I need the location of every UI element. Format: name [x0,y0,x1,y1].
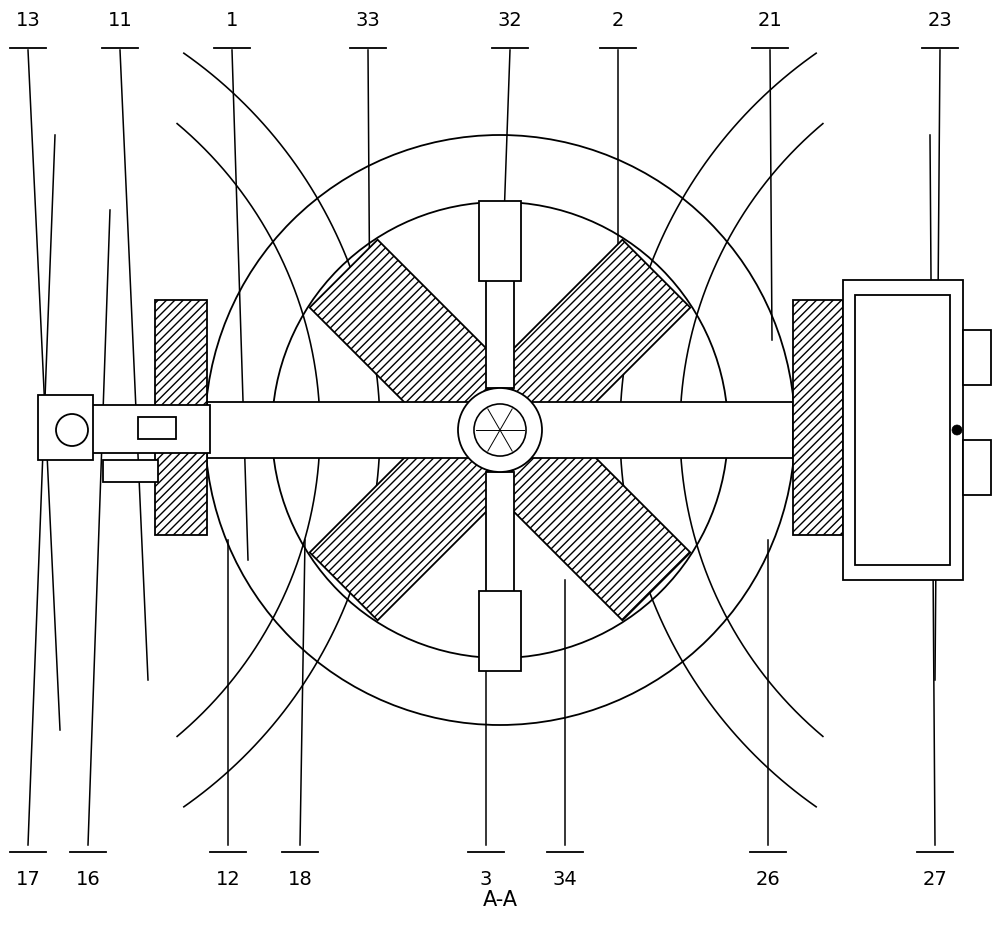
Bar [207,402,793,458]
Bar [65,405,210,453]
Text: 27: 27 [923,870,947,889]
Polygon shape [493,240,690,438]
Polygon shape [493,423,690,621]
Text: 21: 21 [758,11,782,30]
Text: 3: 3 [480,870,492,889]
Text: 34: 34 [553,870,577,889]
Circle shape [474,404,526,456]
Bar [793,300,843,535]
Text: 12: 12 [216,870,240,889]
Bar [138,417,176,439]
Text: 23: 23 [928,11,952,30]
Text: 11: 11 [108,11,132,30]
Text: 1: 1 [226,11,238,30]
Text: 18: 18 [288,870,312,889]
Bar [486,472,514,651]
Text: 2: 2 [612,11,624,30]
Bar [843,280,963,580]
Circle shape [56,414,88,446]
Bar [103,460,158,482]
Bar [963,330,991,385]
Polygon shape [310,423,507,621]
Text: A-A: A-A [482,890,518,910]
Text: 26: 26 [756,870,780,889]
Bar [855,295,950,565]
Text: 16: 16 [76,870,100,889]
Circle shape [952,425,962,435]
Bar [793,300,843,535]
Polygon shape [310,240,507,438]
Text: 33: 33 [356,11,380,30]
Bar [155,300,207,535]
Bar [963,440,991,495]
Text: 32: 32 [498,11,522,30]
Text: 13: 13 [16,11,40,30]
Bar [479,201,521,281]
Bar [38,395,93,460]
Bar [486,209,514,388]
Text: 17: 17 [16,870,40,889]
Bar [479,591,521,672]
Bar [155,300,207,535]
Circle shape [458,388,542,472]
